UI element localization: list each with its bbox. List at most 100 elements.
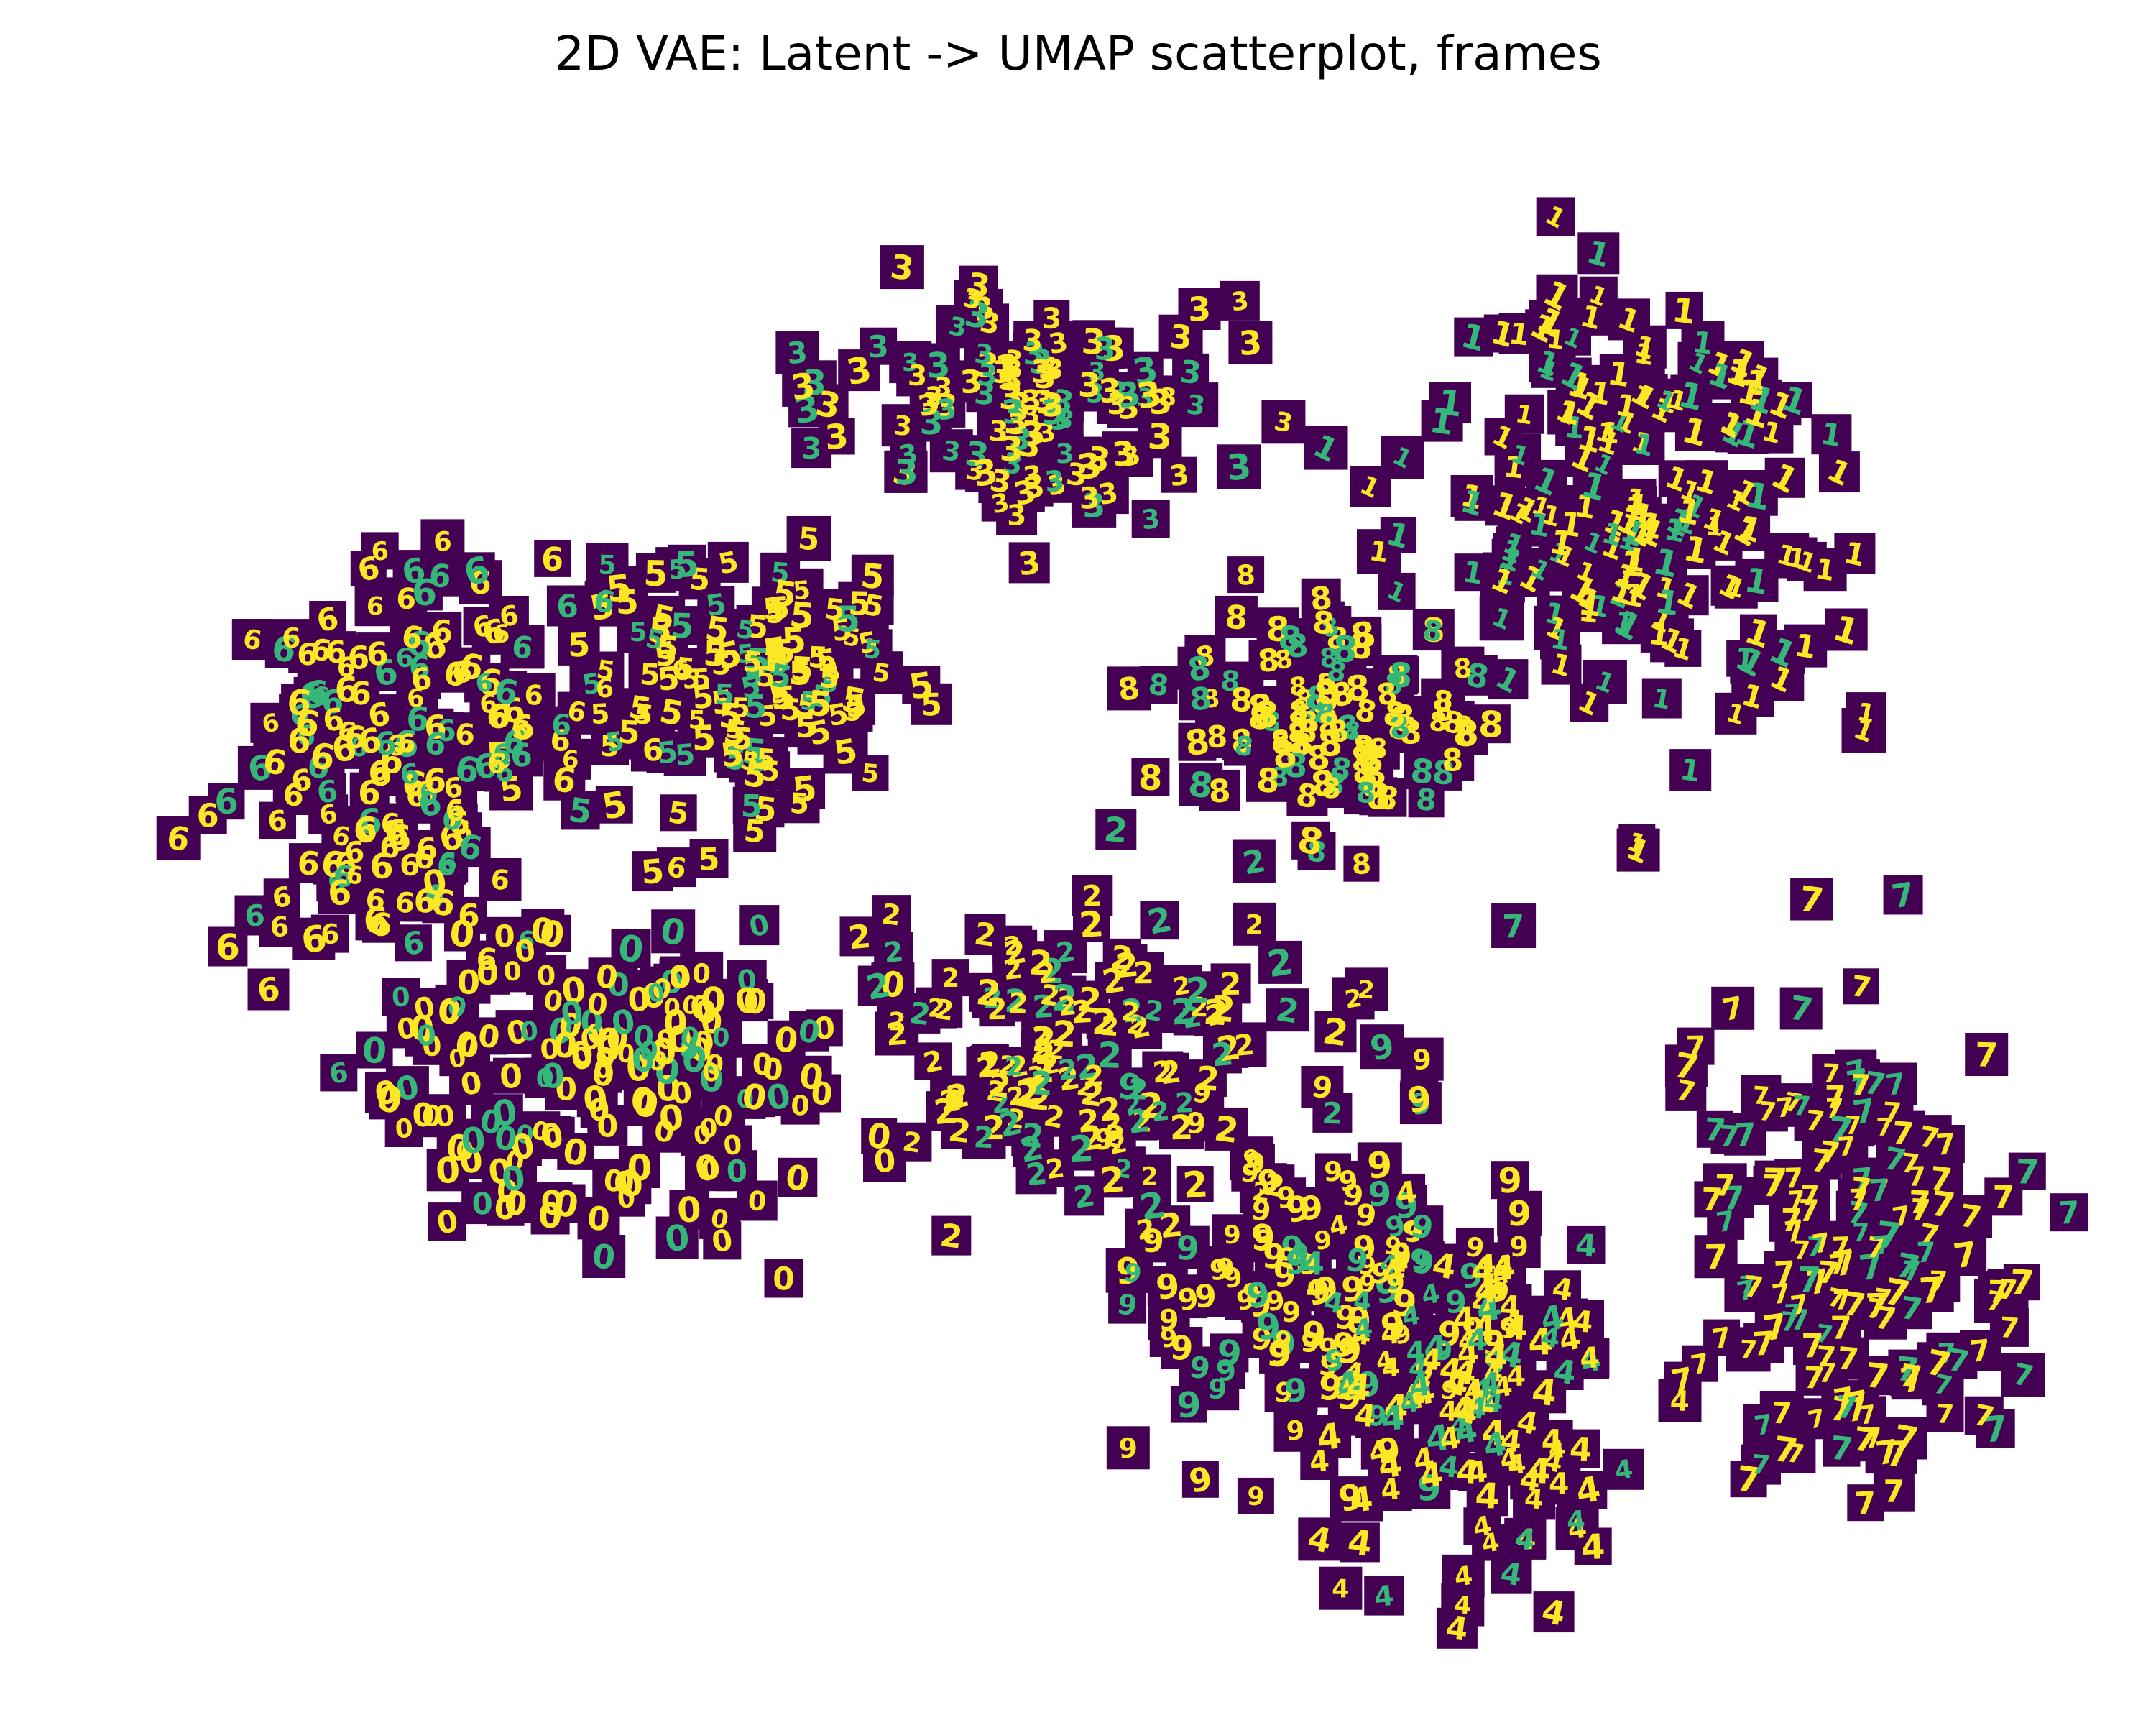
digit-thumbnail-3: 3 xyxy=(1168,459,1191,493)
digit-thumbnail-2: 2 xyxy=(1102,810,1130,852)
digit-thumbnail-8: 8 xyxy=(1353,732,1380,776)
digit-thumbnail-3: 3 xyxy=(1021,323,1043,358)
digit-thumbnail-0: 0 xyxy=(676,1190,702,1231)
digit-thumbnail-7: 7 xyxy=(1975,1035,1999,1075)
digit-thumbnail-7: 7 xyxy=(1935,1399,1955,1430)
digit-thumbnail-3: 3 xyxy=(1148,382,1173,423)
digit-thumbnail-6: 6 xyxy=(344,836,366,870)
digit-thumbnail-4: 4 xyxy=(1529,1370,1560,1414)
digit-thumbnail-2: 2 xyxy=(941,964,960,993)
digit-thumbnail-7: 7 xyxy=(1804,1104,1827,1138)
digit-thumbnail-0: 0 xyxy=(391,981,412,1013)
digit-thumbnail-5: 5 xyxy=(819,660,841,695)
digit-thumbnail-7: 7 xyxy=(1902,1255,1922,1287)
digit-thumbnail-3: 3 xyxy=(1079,481,1100,516)
digit-thumbnail-6: 6 xyxy=(399,847,420,883)
digit-thumbnail-0: 0 xyxy=(762,1052,783,1087)
digit-thumbnail-9: 9 xyxy=(1176,1384,1202,1425)
digit-thumbnail-0: 0 xyxy=(494,919,516,954)
digit-thumbnail-4: 4 xyxy=(1348,1479,1375,1520)
digit-thumbnail-2: 2 xyxy=(927,995,945,1024)
digit-thumbnail-2: 2 xyxy=(847,917,872,957)
digit-thumbnail-3: 3 xyxy=(1225,446,1253,489)
digit-thumbnail-4: 4 xyxy=(1379,1317,1402,1351)
digit-thumbnail-0: 0 xyxy=(712,1024,730,1053)
digit-thumbnail-7: 7 xyxy=(1868,1172,1892,1208)
digit-thumbnail-8: 8 xyxy=(1146,668,1170,703)
digit-thumbnail-2: 2 xyxy=(1003,932,1022,962)
digit-thumbnail-3: 3 xyxy=(867,328,890,364)
digit-thumbnail-2: 2 xyxy=(1098,1159,1126,1202)
digit-thumbnail-4: 4 xyxy=(1575,1228,1598,1265)
digit-thumbnail-0: 0 xyxy=(471,1186,494,1222)
digit-thumbnail-4: 4 xyxy=(1467,1322,1488,1358)
digit-thumbnail-0: 0 xyxy=(476,1018,502,1056)
thumbnail-frame xyxy=(1541,644,1582,685)
digit-thumbnail-0: 0 xyxy=(538,1195,562,1236)
digit-thumbnail-9: 9 xyxy=(1299,1188,1325,1228)
digit-thumbnail-6: 6 xyxy=(321,919,340,950)
digit-thumbnail-1: 1 xyxy=(1576,583,1604,625)
digit-thumbnail-8: 8 xyxy=(1351,848,1372,881)
digit-thumbnail-3: 3 xyxy=(908,360,928,393)
digit-thumbnail-7: 7 xyxy=(1751,1324,1777,1363)
digit-thumbnail-2: 2 xyxy=(1220,967,1242,1003)
digit-thumbnail-8: 8 xyxy=(1289,673,1307,702)
digit-thumbnail-0: 0 xyxy=(439,995,459,1028)
digit-thumbnail-2: 2 xyxy=(1150,1097,1171,1128)
digit-thumbnail-6: 6 xyxy=(641,732,665,768)
digit-thumbnail-4: 4 xyxy=(1332,1575,1350,1604)
digit-thumbnail-3: 3 xyxy=(1185,389,1207,422)
digit-thumbnail-6: 6 xyxy=(395,582,417,616)
digit-thumbnail-0: 0 xyxy=(581,1078,609,1121)
digit-thumbnail-0: 0 xyxy=(594,958,620,997)
digit-thumbnail-4: 4 xyxy=(1373,1580,1395,1614)
digit-thumbnail-4: 4 xyxy=(1491,1248,1518,1289)
digit-thumbnail-2: 2 xyxy=(1245,909,1264,941)
digit-thumbnail-9: 9 xyxy=(1366,1144,1393,1187)
digit-thumbnail-8: 8 xyxy=(1375,676,1399,712)
digit-thumbnail-9: 9 xyxy=(1246,1482,1266,1512)
digit-thumbnail-0: 0 xyxy=(499,1057,523,1096)
digit-thumbnail-2: 2 xyxy=(973,1120,995,1155)
digit-thumbnail-7: 7 xyxy=(1825,1080,1846,1116)
digit-thumbnail-6: 6 xyxy=(366,635,390,673)
digit-thumbnail-7: 7 xyxy=(1797,1260,1822,1300)
digit-thumbnail-5: 5 xyxy=(691,718,717,759)
digit-thumbnail-6: 6 xyxy=(244,898,266,934)
digit-thumbnail-0: 0 xyxy=(722,1129,743,1162)
thumbnail-frame xyxy=(1730,508,1771,549)
digit-thumbnail-2: 2 xyxy=(888,1008,906,1037)
thumbnail-frame xyxy=(1623,325,1667,369)
digit-thumbnail-5: 5 xyxy=(741,645,764,680)
digit-thumbnail-3: 3 xyxy=(940,435,962,468)
digit-thumbnail-2: 2 xyxy=(1008,988,1028,1021)
digit-thumbnail-9: 9 xyxy=(1300,1326,1321,1358)
thumbnail-frame xyxy=(1378,572,1416,610)
thumbnail-frame xyxy=(1304,426,1348,470)
thumbnail-frame xyxy=(1669,749,1712,791)
digit-thumbnail-6: 6 xyxy=(216,926,241,967)
digit-thumbnail-7: 7 xyxy=(1828,1428,1855,1468)
digit-thumbnail-6: 6 xyxy=(510,707,537,748)
digit-thumbnail-6: 6 xyxy=(333,670,359,712)
digit-thumbnail-5: 5 xyxy=(667,553,688,586)
digit-thumbnail-5: 5 xyxy=(797,520,821,558)
thumbnail-frame xyxy=(1846,692,1886,733)
digit-thumbnail-0: 0 xyxy=(616,1183,637,1215)
digit-thumbnail-9: 9 xyxy=(1207,1373,1228,1406)
digit-thumbnail-7: 7 xyxy=(1872,1230,1893,1261)
digit-thumbnail-6: 6 xyxy=(595,674,614,704)
digit-thumbnail-7: 7 xyxy=(1927,1160,1953,1199)
digit-thumbnail-8: 8 xyxy=(1189,681,1212,718)
digit-thumbnail-6: 6 xyxy=(489,863,511,896)
digit-thumbnail-9: 9 xyxy=(1243,1146,1267,1182)
digit-thumbnail-3: 3 xyxy=(1041,387,1064,424)
digit-thumbnail-0: 0 xyxy=(773,1261,796,1298)
digit-thumbnail-2: 2 xyxy=(1158,1054,1184,1092)
thumbnail-frame xyxy=(1380,517,1416,553)
digit-thumbnail-0: 0 xyxy=(433,1099,456,1133)
digit-thumbnail-9: 9 xyxy=(1142,1223,1165,1261)
thumbnail-frame xyxy=(1759,656,1805,702)
